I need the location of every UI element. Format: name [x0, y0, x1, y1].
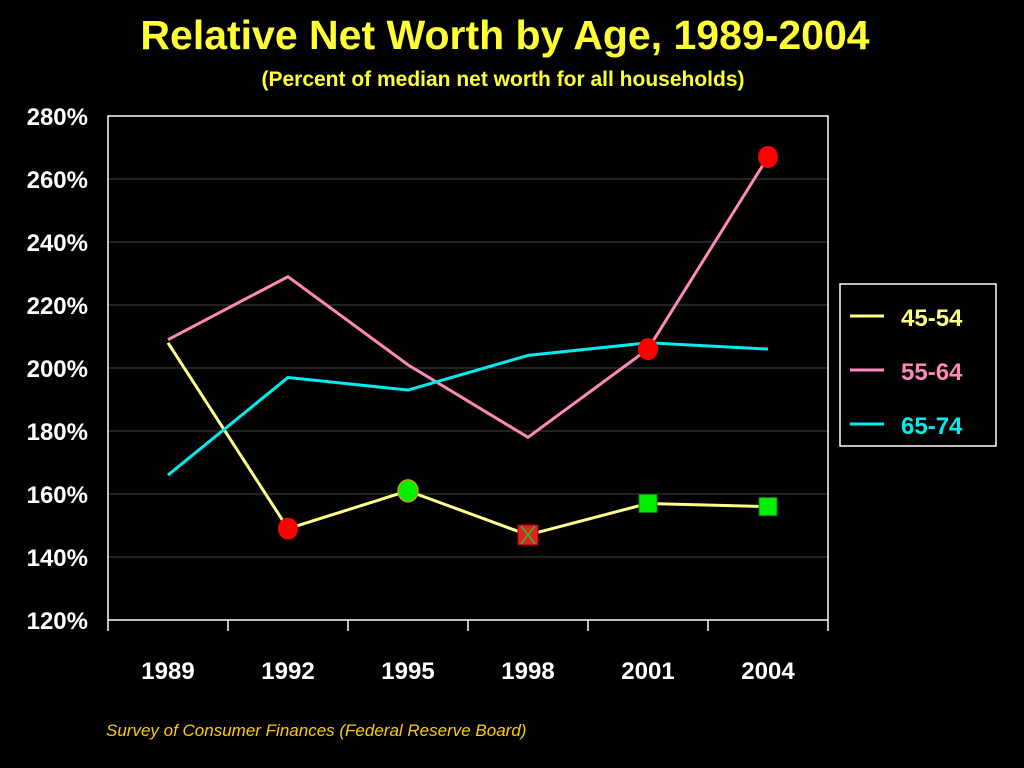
chart-subtitle: (Percent of median net worth for all hou…	[261, 68, 745, 91]
chart-title: Relative Net Worth by Age, 1989-2004	[140, 12, 870, 58]
y-tick-label: 200%	[27, 356, 88, 383]
data-point-marker	[758, 497, 778, 517]
y-tick-label: 280%	[27, 104, 88, 131]
data-point-marker-cross	[520, 525, 536, 545]
series-line-45-54	[166, 341, 769, 537]
y-tick-label: 260%	[27, 167, 88, 194]
source-note: Survey of Consumer Finances (Federal Res…	[106, 721, 527, 740]
legend: 45-54 55-64 65-74	[839, 283, 997, 447]
y-tick-label: 140%	[27, 545, 88, 572]
series-line-65-74	[167, 341, 769, 477]
series-line-55-64	[167, 156, 770, 439]
axes: 120% 140% 160% 180% 200% 220% 240% 260% 280% 1989…	[27, 104, 829, 685]
data-point-marker	[278, 517, 298, 540]
y-tick-label: 120%	[27, 608, 88, 635]
data-point-marker	[638, 493, 658, 513]
y-tick-label: 220%	[27, 293, 88, 320]
x-tick-label: 1989	[141, 658, 194, 685]
x-tick-label: 2001	[621, 658, 674, 685]
data-point-marker	[638, 338, 658, 361]
grid-lines	[108, 178, 828, 558]
y-tick-label: 240%	[27, 230, 88, 257]
data-markers	[278, 145, 778, 546]
data-point-marker	[397, 479, 419, 503]
legend-label: 55-64	[901, 359, 963, 386]
legend-box	[839, 283, 997, 447]
x-tick-label: 1995	[381, 658, 434, 685]
legend-label: 45-54	[901, 305, 963, 332]
x-tick-label: 1998	[501, 658, 554, 685]
legend-label: 65-74	[901, 413, 963, 440]
series-lines	[166, 156, 770, 537]
y-tick-label: 180%	[27, 419, 88, 446]
x-tick-label: 1992	[261, 658, 314, 685]
data-point-marker	[758, 145, 778, 168]
x-tick-label: 2004	[741, 658, 795, 685]
y-tick-label: 160%	[27, 482, 88, 509]
